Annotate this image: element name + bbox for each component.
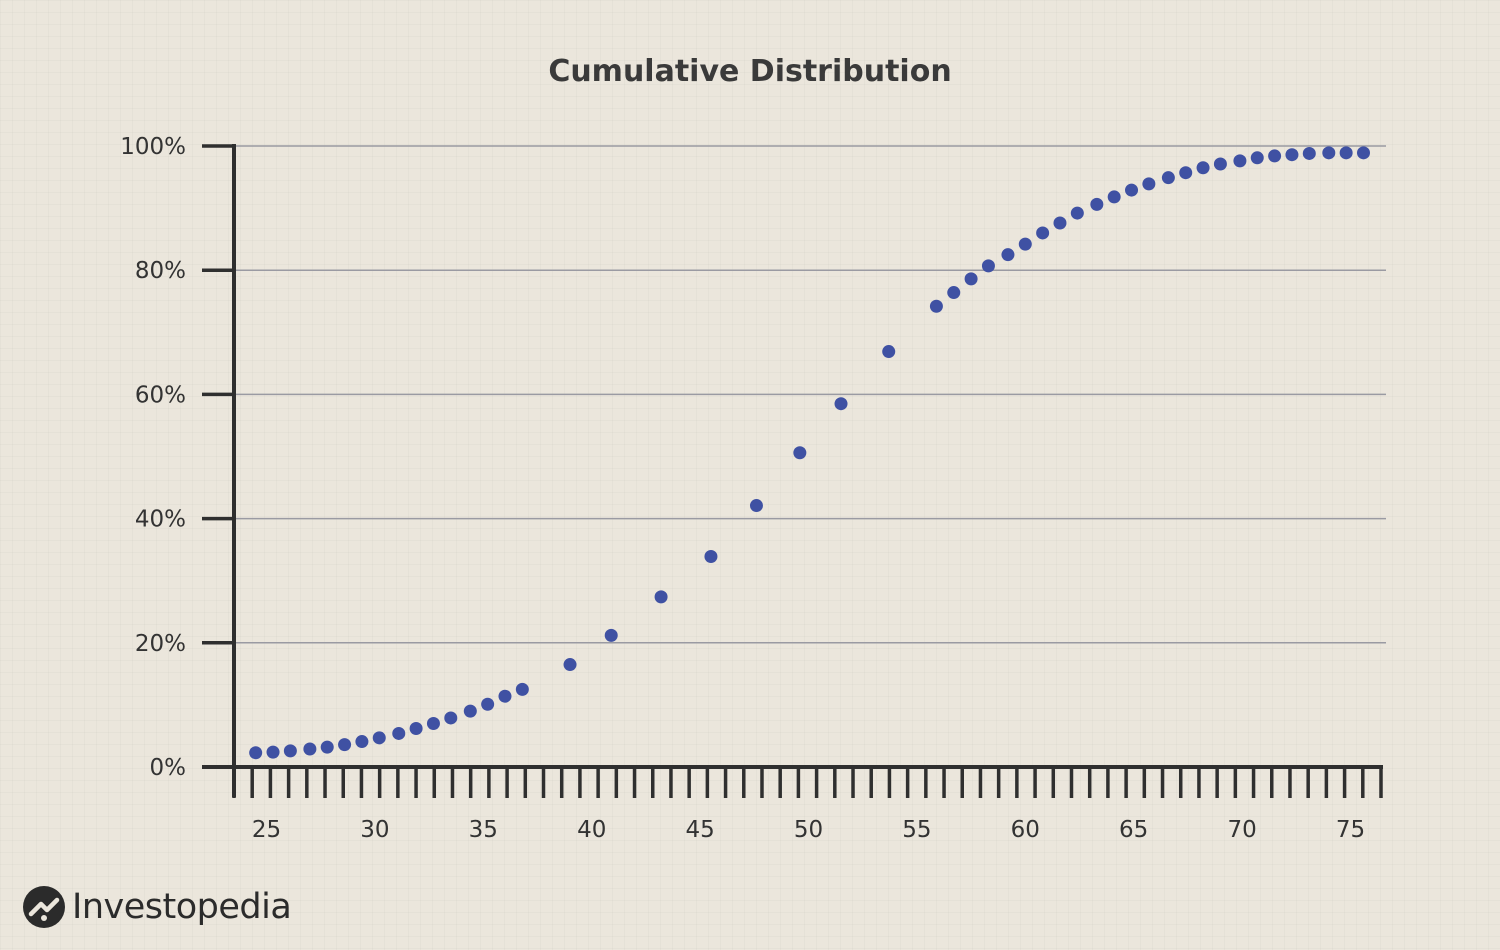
data-point <box>1356 146 1370 160</box>
data-point <box>426 717 440 731</box>
data-point <box>1001 248 1015 262</box>
data-point <box>338 738 352 752</box>
data-point <box>1196 161 1210 175</box>
x-tick-label: 75 <box>1336 817 1365 843</box>
x-tick-label: 55 <box>902 817 931 843</box>
data-point <box>1322 146 1336 160</box>
data-point <box>1053 216 1067 230</box>
x-tick-label: 45 <box>685 817 714 843</box>
data-point <box>882 345 896 359</box>
data-point <box>1233 154 1247 168</box>
data-point <box>604 628 618 642</box>
y-axis-tick-labels: 0% 20% 40% 60% 80% 100% <box>120 134 234 781</box>
data-point <box>1142 177 1156 191</box>
y-tick-label: 20% <box>135 631 186 657</box>
data-point <box>515 682 529 696</box>
data-point <box>1070 206 1084 220</box>
x-tick-label: 35 <box>469 817 498 843</box>
y-tick-label: 0% <box>150 755 187 781</box>
data-point <box>964 272 978 286</box>
data-point <box>498 689 512 703</box>
data-point <box>1268 149 1282 163</box>
data-point <box>1036 226 1050 240</box>
y-tick-label: 80% <box>135 258 186 284</box>
data-point <box>249 746 263 760</box>
data-point <box>355 735 369 749</box>
data-point <box>1107 190 1121 204</box>
investopedia-logo-icon <box>23 886 65 928</box>
data-point <box>1125 183 1139 197</box>
data-point <box>1179 166 1193 180</box>
data-point <box>563 658 577 672</box>
data-point <box>392 726 406 740</box>
brand-name: Investopedia <box>72 887 292 927</box>
x-axis-tick-marks <box>232 767 1383 798</box>
y-tick-label: 40% <box>135 507 186 533</box>
data-point <box>372 731 386 745</box>
y-tick-label: 60% <box>135 382 186 408</box>
data-point <box>303 742 317 756</box>
x-tick-label: 30 <box>360 817 389 843</box>
data-point <box>1213 157 1227 171</box>
data-point <box>654 590 668 604</box>
y-tick-label: 100% <box>120 134 186 160</box>
x-tick-label: 60 <box>1011 817 1040 843</box>
data-point <box>283 744 297 758</box>
x-tick-label: 25 <box>252 817 281 843</box>
data-point <box>463 704 477 718</box>
x-axis-tick-labels: 25 30 35 40 45 50 55 60 65 70 75 <box>252 817 1365 843</box>
data-point <box>320 740 334 754</box>
data-point <box>1161 171 1175 185</box>
data-point <box>947 286 961 300</box>
data-point <box>409 721 423 735</box>
data-point <box>1018 237 1032 251</box>
chart-title: Cumulative Distribution <box>548 54 951 89</box>
data-point <box>1339 146 1353 160</box>
x-tick-label: 50 <box>794 817 823 843</box>
data-point <box>1090 197 1104 211</box>
data-point <box>444 711 458 725</box>
gridlines <box>234 145 1386 644</box>
data-point <box>1302 146 1316 160</box>
x-tick-label: 40 <box>577 817 606 843</box>
data-point <box>793 446 807 460</box>
data-point <box>481 697 495 711</box>
data-point <box>981 259 995 273</box>
x-tick-label: 70 <box>1227 817 1256 843</box>
investopedia-logo: Investopedia <box>22 885 292 929</box>
x-tick-label: 65 <box>1119 817 1148 843</box>
data-point <box>266 745 280 759</box>
data-point <box>749 499 763 513</box>
data-points <box>249 146 1370 760</box>
data-point <box>929 299 943 313</box>
data-point <box>1250 151 1264 165</box>
data-point <box>834 397 848 411</box>
data-point <box>1285 148 1299 162</box>
axes <box>202 144 1383 797</box>
data-point <box>704 549 718 563</box>
